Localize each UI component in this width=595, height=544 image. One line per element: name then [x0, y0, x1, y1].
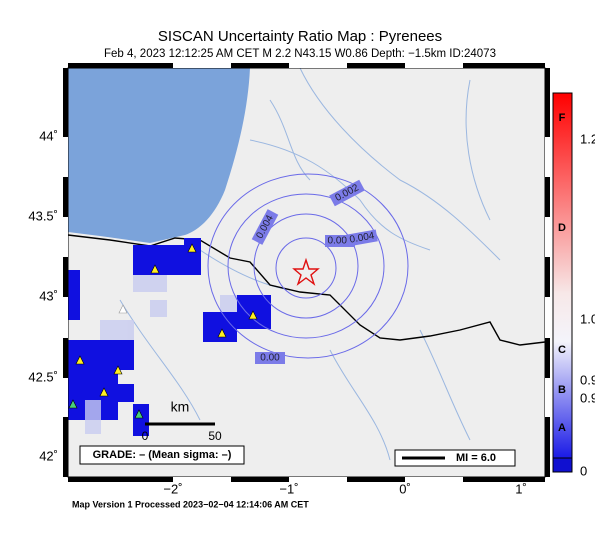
- contours: [207, 173, 409, 359]
- frame-ticks: [63, 63, 550, 482]
- colorbar-letter: D: [558, 222, 566, 234]
- contour-label: 0.006: [327, 236, 352, 247]
- grade: GRADE: – (Mean sigma: –): [93, 449, 232, 461]
- lon-label: 0˚: [399, 481, 411, 496]
- lon-labels: −2˚ −1˚ 0˚ 1˚: [163, 481, 526, 496]
- colorbar-value: 0: [580, 463, 587, 478]
- sea: [68, 68, 250, 243]
- footer: Map Version 1 Processed 2023−02−04 12:14…: [72, 499, 309, 509]
- colorbar-letter: A: [558, 422, 566, 434]
- colorbar-value: 0.9: [580, 372, 595, 387]
- lat-label: 43˚: [39, 288, 58, 303]
- lat-label: 44˚: [39, 128, 58, 143]
- title: SISCAN Uncertainty Ratio Map : Pyrenees: [158, 28, 442, 45]
- colorbar: F D C B A 1.2 1.0 0.9 0.9 0: [552, 92, 595, 478]
- scale-end: 50: [208, 429, 222, 443]
- lat-label: 42.5˚: [28, 369, 58, 384]
- contour-label: 0.00: [260, 353, 280, 364]
- stations: [68, 243, 258, 419]
- legend-box: [394, 449, 516, 467]
- colorbar-value: 1.2: [580, 131, 595, 146]
- light-cells: [85, 275, 237, 434]
- legend: MI = 6.0: [456, 452, 496, 464]
- lat-label: 43.5˚: [28, 208, 58, 223]
- map: 0.002 0.004 0.006 0.004 0.00 km 0 50 GRA…: [28, 63, 550, 496]
- lat-labels: 44˚ 43.5˚ 43˚ 42.5˚ 42˚: [28, 128, 58, 463]
- contour-label: 0.004: [349, 230, 376, 245]
- lon-label: −1˚: [279, 481, 298, 496]
- subtitle: Feb 4, 2023 12:12:25 AM CET M 2.2 N43.15…: [104, 48, 496, 60]
- lon-label: −2˚: [163, 481, 182, 496]
- colorbar-ramp: [552, 92, 573, 459]
- colorbar-base: [552, 457, 573, 473]
- scale-start: 0: [142, 429, 149, 443]
- colorbar-value: 1.0: [580, 311, 595, 326]
- colorbar-letter: F: [559, 112, 566, 124]
- colorbar-letter: C: [558, 344, 566, 356]
- border: [67, 234, 546, 346]
- colorbar-letter: B: [558, 384, 566, 396]
- scale-bar: km 0 50: [142, 399, 222, 443]
- lat-label: 42˚: [39, 448, 58, 463]
- epicenter: [292, 257, 320, 286]
- lon-label: 1˚: [515, 481, 527, 496]
- grid-cells: [68, 238, 271, 436]
- colorbar-value: 0.9: [580, 390, 595, 405]
- grade-box: [79, 445, 245, 465]
- scale-unit: km: [171, 399, 190, 415]
